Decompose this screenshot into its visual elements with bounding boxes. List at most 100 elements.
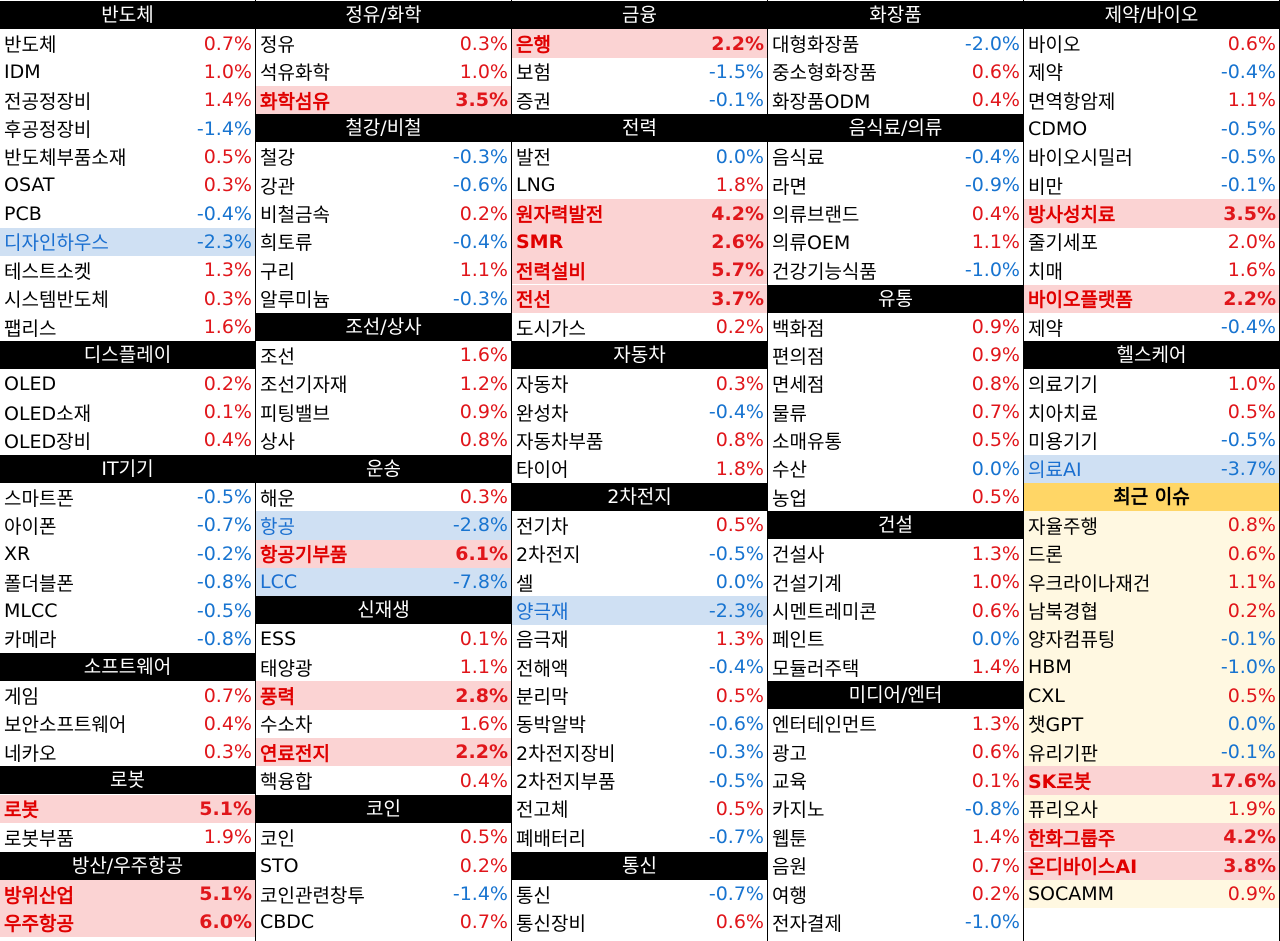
sector-row[interactable]: 농업 0.5% (768, 483, 1023, 511)
sector-row[interactable]: 남북경협 0.2% (1024, 596, 1279, 625)
sector-row[interactable]: 전기차 0.5% (512, 511, 767, 539)
sector-row[interactable]: 수소차 1.6% (256, 710, 511, 738)
sector-row[interactable]: 음식료 -0.4% (768, 143, 1023, 171)
sector-row[interactable]: 통신 -0.7% (512, 880, 767, 908)
sector-row[interactable]: SK로봇 17.6% (1024, 766, 1279, 795)
sector-row[interactable]: OLED 0.2% (0, 370, 255, 398)
sector-row[interactable]: 백화점 0.9% (768, 313, 1023, 341)
sector-row[interactable]: 연료전지 2.2% (256, 738, 511, 767)
sector-row[interactable]: 핵융합 0.4% (256, 766, 511, 794)
sector-row[interactable]: 아이폰 -0.7% (0, 511, 255, 539)
sector-row[interactable]: 반도체부품소재 0.5% (0, 143, 255, 171)
sector-row[interactable]: 전력설비 5.7% (512, 256, 767, 285)
sector-row[interactable]: 코인관련창투 -1.4% (256, 880, 511, 908)
sector-row[interactable]: 치매 1.6% (1024, 256, 1279, 284)
sector-row[interactable]: 후공정장비 -1.4% (0, 114, 255, 142)
sector-row[interactable]: 전고체 0.5% (512, 795, 767, 823)
sector-row[interactable]: 디자인하우스 -2.3% (0, 227, 255, 257)
sector-row[interactable]: 상사 0.8% (256, 426, 511, 454)
sector-row[interactable]: 완성차 -0.4% (512, 398, 767, 426)
sector-row[interactable]: 건설기계 1.0% (768, 568, 1023, 596)
sector-row[interactable]: CXL 0.5% (1024, 681, 1279, 710)
sector-row[interactable]: 증권 -0.1% (512, 86, 767, 114)
sector-row[interactable]: 2차전지 -0.5% (512, 540, 767, 568)
sector-row[interactable]: 양자컴퓨팅 -0.1% (1024, 624, 1279, 654)
sector-row[interactable]: 조선 1.6% (256, 341, 511, 369)
sector-row[interactable]: 유리기판 -0.1% (1024, 738, 1279, 767)
sector-row[interactable]: 항공 -2.8% (256, 511, 511, 540)
sector-row[interactable]: 챗GPT 0.0% (1024, 709, 1279, 739)
sector-row[interactable]: 폴더블폰 -0.8% (0, 568, 255, 596)
sector-row[interactable]: 여행 0.2% (768, 880, 1023, 908)
sector-row[interactable]: 물류 0.7% (768, 398, 1023, 426)
sector-row[interactable]: 우크라이나재건 1.1% (1024, 568, 1279, 597)
sector-row[interactable]: CDMO -0.5% (1024, 114, 1279, 142)
sector-row[interactable]: 바이오시밀러 -0.5% (1024, 143, 1279, 171)
sector-row[interactable]: 로봇 5.1% (0, 794, 255, 824)
sector-row[interactable]: 비만 -0.1% (1024, 171, 1279, 199)
sector-row[interactable]: 수산 0.0% (768, 455, 1023, 483)
sector-row[interactable]: 건설사 1.3% (768, 540, 1023, 568)
sector-row[interactable]: 스마트폰 -0.5% (0, 483, 255, 511)
sector-row[interactable]: 미용기기 -0.5% (1024, 426, 1279, 454)
sector-row[interactable]: 도시가스 0.2% (512, 313, 767, 341)
sector-row[interactable]: 구리 1.1% (256, 256, 511, 284)
sector-row[interactable]: 알루미늄 -0.3% (256, 285, 511, 313)
sector-row[interactable]: 보험 -1.5% (512, 58, 767, 86)
sector-row[interactable]: 시스템반도체 0.3% (0, 285, 255, 313)
sector-row[interactable]: 보안소프트웨어 0.4% (0, 710, 255, 738)
sector-row[interactable]: 반도체 0.7% (0, 29, 255, 57)
sector-row[interactable]: 발전 0.0% (512, 143, 767, 171)
sector-row[interactable]: 철강 -0.3% (256, 143, 511, 171)
sector-row[interactable]: 전해액 -0.4% (512, 653, 767, 681)
sector-row[interactable]: 셀 0.0% (512, 568, 767, 596)
sector-row[interactable]: 면세점 0.8% (768, 370, 1023, 398)
sector-row[interactable]: 중소형화장품 0.6% (768, 58, 1023, 86)
sector-row[interactable]: SOCAMM 0.9% (1024, 879, 1279, 909)
sector-row[interactable]: 자동차부품 0.8% (512, 426, 767, 454)
sector-row[interactable]: 페인트 0.0% (768, 625, 1023, 653)
sector-row[interactable]: 타이어 1.8% (512, 455, 767, 483)
sector-row[interactable]: LCC -7.8% (256, 568, 511, 597)
sector-row[interactable]: 웹툰 1.4% (768, 823, 1023, 851)
sector-row[interactable]: MLCC -0.5% (0, 596, 255, 624)
sector-row[interactable]: 코인 0.5% (256, 823, 511, 851)
sector-row[interactable]: 항공기부품 6.1% (256, 539, 511, 568)
sector-row[interactable]: 피팅밸브 0.9% (256, 398, 511, 426)
sector-row[interactable]: 카지노 -0.8% (768, 795, 1023, 823)
sector-row[interactable]: 통신장비 0.6% (512, 908, 767, 936)
sector-row[interactable]: 동박알박 -0.6% (512, 710, 767, 738)
sector-row[interactable]: 로봇부품 1.9% (0, 823, 255, 851)
sector-row[interactable]: 건강기능식품 -1.0% (768, 256, 1023, 284)
sector-row[interactable]: 양극재 -2.3% (512, 596, 767, 625)
sector-row[interactable]: 바이오플랫폼 2.2% (1024, 284, 1279, 313)
sector-row[interactable]: 우주항공 6.0% (0, 908, 255, 937)
sector-row[interactable]: 치아치료 0.5% (1024, 398, 1279, 426)
sector-row[interactable]: 태양광 1.1% (256, 653, 511, 681)
sector-row[interactable]: 비철금속 0.2% (256, 199, 511, 227)
sector-row[interactable]: CBDC 0.7% (256, 908, 511, 936)
sector-row[interactable]: 전선 3.7% (512, 284, 767, 313)
sector-row[interactable]: 팹리스 1.6% (0, 313, 255, 341)
sector-row[interactable]: 라면 -0.9% (768, 171, 1023, 199)
sector-row[interactable]: 줄기세포 2.0% (1024, 228, 1279, 256)
sector-row[interactable]: 의료AI -3.7% (1024, 454, 1279, 483)
sector-row[interactable]: 드론 0.6% (1024, 539, 1279, 568)
sector-row[interactable]: 2차전지장비 -0.3% (512, 738, 767, 766)
sector-row[interactable]: 화학섬유 3.5% (256, 86, 511, 115)
sector-row[interactable]: 카메라 -0.8% (0, 625, 255, 653)
sector-row[interactable]: 자율주행 0.8% (1024, 511, 1279, 540)
sector-row[interactable]: 2차전지부품 -0.5% (512, 766, 767, 794)
sector-row[interactable]: 조선기자재 1.2% (256, 370, 511, 398)
sector-row[interactable]: 정유 0.3% (256, 29, 511, 57)
sector-row[interactable]: 방위산업 5.1% (0, 879, 255, 909)
sector-row[interactable]: 석유화학 1.0% (256, 58, 511, 86)
sector-row[interactable]: 전공정장비 1.4% (0, 86, 255, 114)
sector-row[interactable]: 은행 2.2% (512, 29, 767, 58)
sector-row[interactable]: 테스트소켓 1.3% (0, 256, 255, 284)
sector-row[interactable]: 해운 0.3% (256, 483, 511, 511)
sector-row[interactable]: LNG 1.8% (512, 171, 767, 199)
sector-row[interactable]: SMR 2.6% (512, 227, 767, 257)
sector-row[interactable]: 교육 0.1% (768, 766, 1023, 794)
sector-row[interactable]: 광고 0.6% (768, 738, 1023, 766)
